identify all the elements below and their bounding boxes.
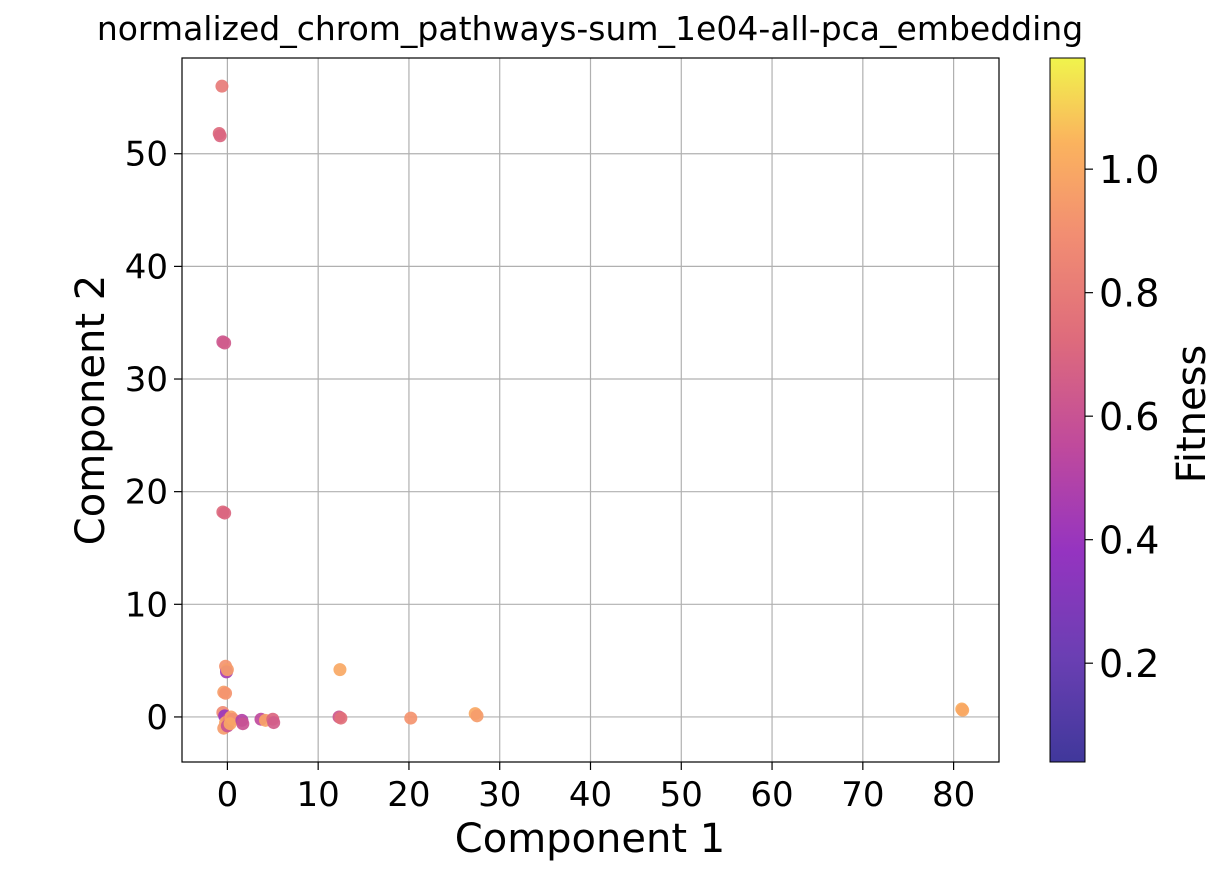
- y-tick-label: 30: [125, 360, 168, 400]
- data-point: [334, 711, 348, 725]
- data-point: [470, 709, 484, 723]
- x-tick-label: 10: [297, 775, 340, 815]
- x-tick-label: 70: [841, 775, 884, 815]
- data-point: [236, 717, 250, 731]
- x-tick-label: 0: [217, 775, 239, 815]
- x-tick-label: 50: [660, 775, 703, 815]
- x-tick-label: 40: [569, 775, 612, 815]
- colorbar: [1049, 57, 1086, 763]
- colorbar-tick-label: 0.4: [1099, 519, 1159, 563]
- colorbar-tick-label: 1.0: [1099, 148, 1159, 192]
- y-tick-label: 20: [125, 473, 168, 513]
- data-point: [223, 717, 237, 731]
- data-point: [267, 716, 281, 730]
- x-tick-label: 20: [387, 775, 430, 815]
- x-tick-label: 30: [478, 775, 521, 815]
- x-tick-label: 60: [750, 775, 793, 815]
- data-point: [218, 336, 232, 350]
- y-tick-label: 10: [125, 585, 168, 625]
- y-axis-label: Component 2: [68, 275, 114, 545]
- scatter-points: [212, 79, 970, 735]
- y-tick-label: 50: [125, 135, 168, 175]
- colorbar-tick-label: 0.8: [1099, 272, 1159, 316]
- y-tick-label: 0: [146, 698, 168, 738]
- chart-title: normalized_chrom_pathways-sum_1e04-all-p…: [97, 9, 1083, 48]
- data-point: [219, 686, 233, 700]
- colorbar-tick-label: 0.2: [1099, 642, 1159, 686]
- y-tick-label: 40: [125, 247, 168, 287]
- colorbar-tick-label: 0.6: [1099, 395, 1159, 439]
- x-axis-label: Component 1: [455, 816, 725, 862]
- x-axis-ticks: 0 10 20 30 40 50 60 70 80: [217, 762, 975, 815]
- data-point: [404, 711, 418, 725]
- colorbar-label: Fitness: [1169, 345, 1215, 484]
- data-point: [956, 703, 970, 717]
- data-point: [333, 663, 347, 677]
- y-axis-ticks: 0 10 20 30 40 50: [125, 135, 182, 738]
- colorbar-ticks: 0.2 0.4 0.6 0.8 1.0: [1085, 148, 1159, 686]
- x-tick-label: 80: [932, 775, 975, 815]
- data-point: [220, 663, 234, 677]
- data-point: [213, 129, 227, 143]
- grid: [182, 58, 999, 762]
- data-point: [218, 506, 232, 520]
- data-point: [215, 79, 229, 93]
